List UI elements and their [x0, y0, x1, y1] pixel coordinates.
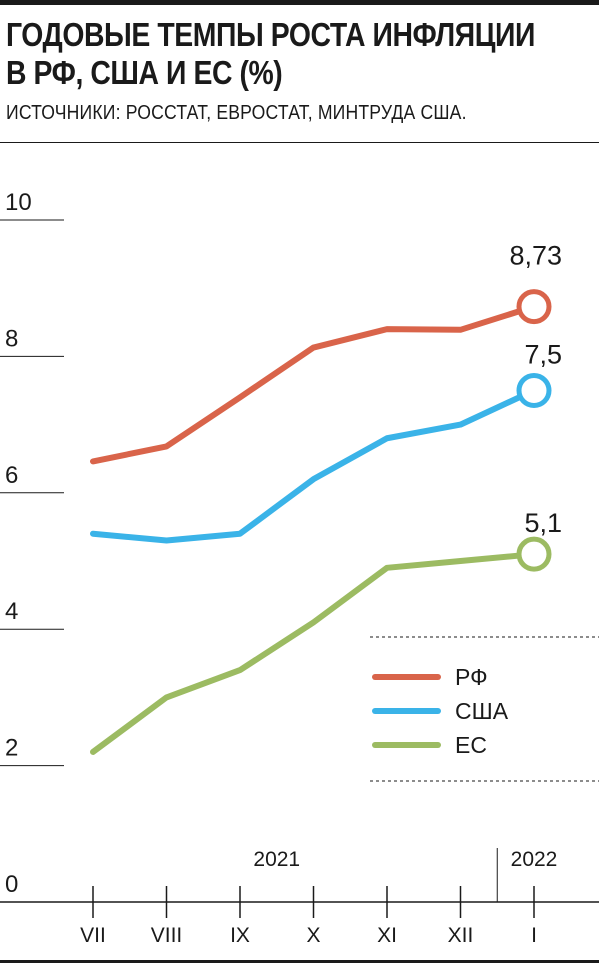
source-rule	[0, 142, 599, 143]
x-tick-label-VII: VII	[80, 924, 106, 947]
y-tick-label-8: 8	[5, 325, 18, 352]
chart-title-line-1: ГОДОВЫЕ ТЕМПЫ РОСТА ИНФЛЯЦИИ	[6, 16, 535, 53]
top-rule	[0, 0, 599, 5]
chart-title-line-2: В РФ, США И ЕС (%)	[6, 54, 283, 91]
end-value-label-США: 7,5	[524, 340, 562, 370]
x-tick-label-X: X	[306, 924, 320, 947]
series-line-США	[90, 387, 537, 544]
source-note: ИСТОЧНИКИ: РОССТАТ, ЕВРОСТАТ, МИНТРУДА С…	[6, 102, 467, 124]
end-value-label-ЕС: 5,1	[524, 508, 562, 538]
chart-title: ГОДОВЫЕ ТЕМПЫ РОСТА ИНФЛЯЦИИ В РФ, США И…	[6, 16, 535, 92]
x-tick-label-I: I	[531, 924, 537, 947]
legend-label-США: США	[455, 698, 509, 724]
year-label-2022: 2022	[511, 848, 558, 871]
y-tick-label-2: 2	[5, 735, 18, 762]
end-marker-США	[516, 373, 552, 408]
end-marker-ЕС	[516, 536, 552, 572]
end-marker-РФ	[516, 289, 552, 325]
legend-label-ЕС: ЕС	[455, 732, 487, 758]
year-label-2021: 2021	[253, 848, 300, 871]
y-tick-label-10: 10	[5, 189, 32, 216]
legend-label-РФ: РФ	[455, 664, 488, 690]
series-line-РФ	[90, 303, 537, 465]
y-tick-label-6: 6	[5, 462, 18, 489]
x-tick-label-XII: XII	[448, 924, 474, 947]
end-value-label-РФ: 8,73	[509, 241, 562, 271]
x-tick-label-XI: XI	[377, 924, 397, 947]
bottom-rule	[0, 960, 599, 963]
series-line-ЕС	[90, 551, 537, 755]
y-tick-label-4: 4	[5, 598, 18, 625]
x-tick-label-IX: IX	[230, 924, 250, 947]
x-tick-label-VIII: VIII	[151, 924, 183, 947]
y-tick-label-0: 0	[5, 871, 18, 898]
